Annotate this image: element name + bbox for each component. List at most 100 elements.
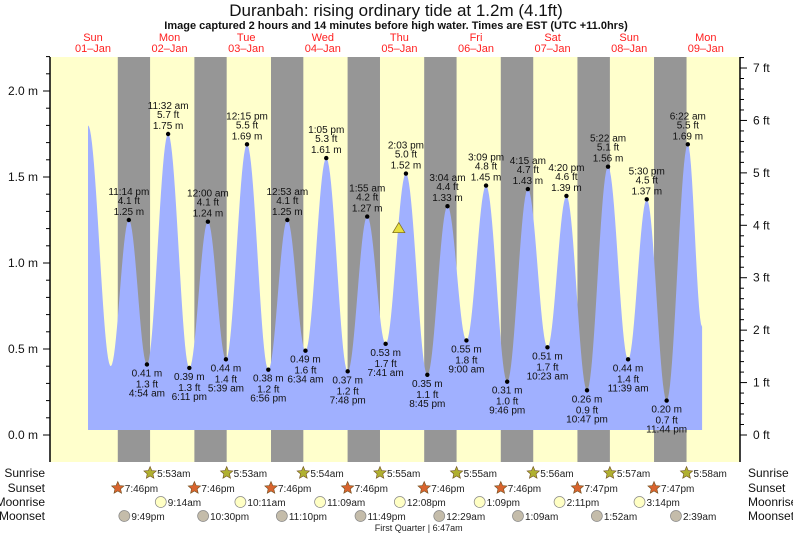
high-tide-ft-label: 5.0 ft	[395, 150, 417, 161]
day-date-label: 01–Jan	[75, 43, 111, 55]
high-tide-m-label: 1.27 m	[352, 204, 383, 215]
right-axis-tick-label: 4 ft	[753, 218, 770, 232]
high-tide-m-label: 1.25 m	[114, 207, 145, 218]
low-tide-point	[144, 362, 150, 367]
left-axis-tick-label: 2.0 m	[8, 84, 38, 98]
low-tide-ft-label: 1.4 ft	[617, 374, 639, 385]
low-tide-time-label: 9:00 am	[448, 364, 484, 375]
high-tide-time-label: 12:15 pm	[226, 111, 268, 122]
sunrise-time-label: 5:55am	[464, 469, 497, 480]
low-tide-time-label: 5:39 am	[208, 383, 244, 394]
low-tide-point	[187, 365, 192, 371]
high-tide-m-label: 1.69 m	[232, 131, 263, 142]
high-tide-m-label: 1.25 m	[272, 207, 303, 218]
high-tide-point	[685, 142, 691, 147]
high-tide-time-label: 5:22 am	[590, 134, 626, 145]
left-axis-tick-label: 0.0 m	[8, 428, 38, 442]
moonset-time-label: 11:10pm	[289, 512, 327, 523]
tide-water-area	[88, 125, 703, 431]
high-tide-m-label: 1.33 m	[432, 193, 463, 204]
moon-phase-label: First Quarter | 6:47am	[375, 523, 463, 533]
high-tide-ft-label: 4.1 ft	[197, 198, 219, 209]
low-tide-ft-label: 1.1 ft	[416, 390, 438, 401]
sunset-sun-icon	[417, 480, 432, 494]
low-tide-time-label: 8:45 pm	[409, 399, 445, 410]
high-tide-ft-label: 5.3 ft	[315, 134, 337, 145]
high-tide-ft-label: 5.1 ft	[597, 143, 619, 154]
moonrise-time-label: 11:09am	[327, 498, 365, 509]
low-tide-point	[383, 341, 388, 347]
high-tide-time-label: 4:20 pm	[548, 163, 584, 174]
moonset-moon-icon	[512, 510, 524, 522]
sunset-sun-icon	[570, 480, 585, 494]
moonrise-moon-icon	[473, 496, 486, 508]
sunrise-sun-icon	[296, 465, 311, 479]
high-tide-ft-label: 5.7 ft	[157, 110, 179, 121]
high-tide-point	[605, 164, 611, 169]
low-tide-ft-label: 1.8 ft	[455, 355, 477, 366]
sunset-time-label: 7:47pm	[661, 484, 694, 495]
high-tide-m-label: 1.43 m	[513, 176, 544, 187]
low-tide-point	[545, 345, 550, 350]
moonrise-time-label: 12:08pm	[407, 498, 446, 509]
low-tide-m-label: 0.41 m	[132, 368, 163, 379]
day-weekday-label: Sun	[83, 32, 103, 44]
moonset-moon-icon	[354, 510, 367, 522]
low-tide-time-label: 11:44 pm	[646, 425, 687, 436]
high-tide-ft-label: 4.1 ft	[118, 196, 140, 207]
sunset-sun-icon	[264, 480, 278, 494]
current-tide-marker	[392, 221, 406, 234]
high-tide-m-label: 1.24 m	[193, 209, 224, 220]
sunset-time-label: 7:47pm	[584, 484, 617, 495]
moonrise-moon-icon	[234, 496, 247, 508]
sunrise-row-label-right: Sunrise	[748, 466, 789, 480]
low-tide-point	[303, 348, 308, 353]
right-axis-tick-label: 1 ft	[753, 376, 770, 390]
low-tide-time-label: 10:23 am	[527, 371, 569, 382]
high-tide-time-label: 3:09 pm	[468, 153, 504, 164]
moonrise-moon-icon	[314, 496, 326, 508]
moonrise-time-label: 10:11am	[247, 498, 285, 509]
high-tide-ft-label: 5.5 ft	[236, 120, 258, 131]
day-weekday-label: Sun	[619, 32, 639, 44]
day-date-label: 04–Jan	[305, 43, 341, 55]
sunrise-sun-icon	[373, 465, 387, 479]
day-weekday-label: Mon	[695, 32, 716, 44]
moonset-row-label-left: Moonset	[0, 509, 46, 523]
high-tide-m-label: 1.61 m	[311, 145, 342, 156]
low-tide-ft-label: 1.7 ft	[374, 359, 396, 370]
low-tide-m-label: 0.38 m	[253, 374, 284, 385]
high-tide-time-label: 1:55 am	[349, 184, 385, 195]
day-weekday-label: Sat	[544, 32, 561, 44]
high-tide-point	[244, 142, 250, 147]
day-date-label: 09–Jan	[688, 43, 724, 55]
low-tide-point	[464, 338, 469, 343]
low-tide-m-label: 0.55 m	[451, 344, 482, 355]
moonrise-moon-icon	[553, 496, 566, 508]
high-tide-time-label: 4:15 am	[510, 156, 546, 167]
right-axis-tick-label: 0 ft	[753, 428, 770, 442]
high-tide-time-label: 2:03 pm	[388, 141, 424, 152]
low-tide-point	[266, 367, 271, 372]
high-tide-point	[285, 217, 290, 223]
left-axis-tick-label: 1.5 m	[8, 170, 38, 184]
low-tide-point	[504, 379, 510, 384]
day-date-label: 03–Jan	[228, 43, 264, 55]
low-tide-m-label: 0.35 m	[412, 379, 443, 390]
low-tide-ft-label: 1.7 ft	[536, 362, 558, 373]
sunset-sun-icon	[340, 480, 355, 494]
high-tide-ft-label: 4.4 ft	[436, 182, 458, 193]
high-tide-time-label: 6:22 am	[670, 111, 706, 122]
high-tide-m-label: 1.37 m	[631, 186, 662, 197]
low-tide-ft-label: 0.7 ft	[656, 416, 678, 427]
sunrise-sun-icon	[449, 465, 464, 479]
day-date-label: 02–Jan	[152, 43, 188, 55]
low-tide-ft-label: 1.2 ft	[257, 385, 279, 396]
tide-labels: 11:14 pm4.1 ft1.25 m0.41 m1.3 ft4:54 am1…	[108, 101, 706, 436]
sunrise-time-label: 5:53am	[157, 469, 190, 480]
moonset-time-label: 2:39am	[683, 512, 716, 523]
high-tide-ft-label: 4.2 ft	[356, 193, 378, 204]
high-tide-m-label: 1.45 m	[471, 173, 502, 184]
tide-curve	[88, 125, 703, 431]
left-axis-tick-label: 0.5 m	[8, 342, 38, 356]
